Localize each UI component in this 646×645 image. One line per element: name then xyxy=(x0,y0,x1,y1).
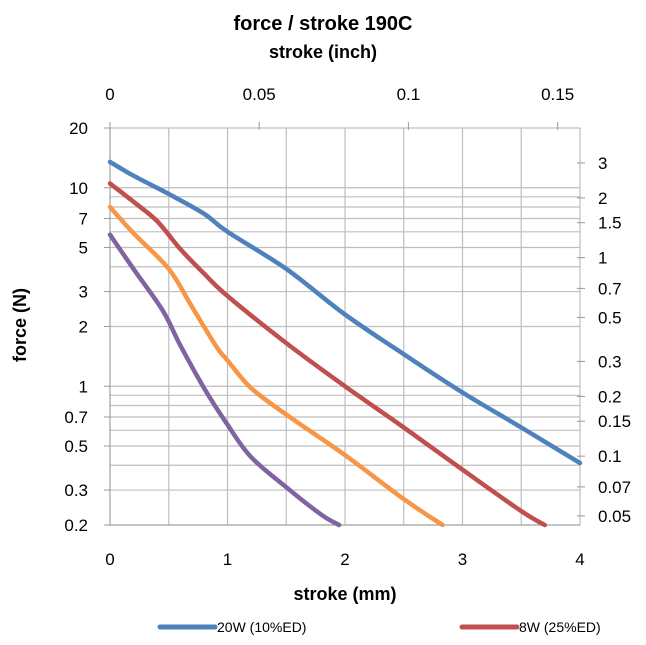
x-axis-title: stroke (mm) xyxy=(293,584,396,604)
y-tick-label: 1 xyxy=(79,377,88,396)
y-tick-label: 2 xyxy=(79,318,88,337)
y-tick-label: 0.2 xyxy=(64,516,88,535)
y2-tick-label: 1.5 xyxy=(598,214,622,233)
x2-tick-label: 0.1 xyxy=(397,85,421,104)
legend-label: 8W (25%ED) xyxy=(519,619,601,635)
y2-tick-label: 2 xyxy=(598,189,607,208)
y-tick-label: 5 xyxy=(79,239,88,258)
y-tick-label: 7 xyxy=(79,210,88,229)
series-line-2 xyxy=(107,181,548,528)
chart-title: force / stroke 190C xyxy=(234,13,413,35)
y-tick-label: 3 xyxy=(79,283,88,302)
x2-axis-title: stroke (inch) xyxy=(269,42,377,62)
x2-tick-label: 0 xyxy=(105,85,114,104)
series-line-1 xyxy=(107,159,583,466)
legend-label: 20W (10%ED) xyxy=(217,619,306,635)
legend: 20W (10%ED) 8W (25%ED) xyxy=(157,619,601,635)
y2-tick-label: 0.5 xyxy=(598,308,622,327)
y2-tick-label: 1 xyxy=(598,249,607,268)
x-tick-label: 0 xyxy=(105,550,114,569)
x2-tick-label: 0.15 xyxy=(541,85,574,104)
x-tick-label: 3 xyxy=(458,550,467,569)
series-group xyxy=(107,159,583,528)
y2-tick-label: 0.07 xyxy=(598,478,631,497)
y-axis-title: force (N) xyxy=(10,288,30,362)
y-tick-label: 10 xyxy=(69,179,88,198)
x-tick-label: 4 xyxy=(575,550,584,569)
y-tick-label: 0.7 xyxy=(64,408,88,427)
y2-tick-label: 3 xyxy=(598,154,607,173)
y2-tick-label: 0.15 xyxy=(598,412,631,431)
x-tick-label: 1 xyxy=(223,550,232,569)
y-tick-label: 20 xyxy=(69,119,88,138)
y2-tick-label: 0.3 xyxy=(598,352,622,371)
x2-tick-label: 0.05 xyxy=(243,85,276,104)
x-tick-label: 2 xyxy=(340,550,349,569)
y-tick-label: 0.3 xyxy=(64,481,88,500)
series-line-4 xyxy=(107,232,342,528)
y2-tick-label: 0.7 xyxy=(598,279,622,298)
y2-tick-label: 0.1 xyxy=(598,447,622,466)
series-line-3 xyxy=(107,204,445,528)
grid xyxy=(109,127,581,526)
y-tick-label: 0.5 xyxy=(64,437,88,456)
tick-labels: 0 1 2 3 4 0 0.05 0.1 0.15 20 10 7 5 3 2 1 0.7 0.5 0.3 0.2 3 2… xyxy=(64,85,631,569)
y2-tick-label: 0.2 xyxy=(598,387,622,406)
y2-tick-label: 0.05 xyxy=(598,507,631,526)
